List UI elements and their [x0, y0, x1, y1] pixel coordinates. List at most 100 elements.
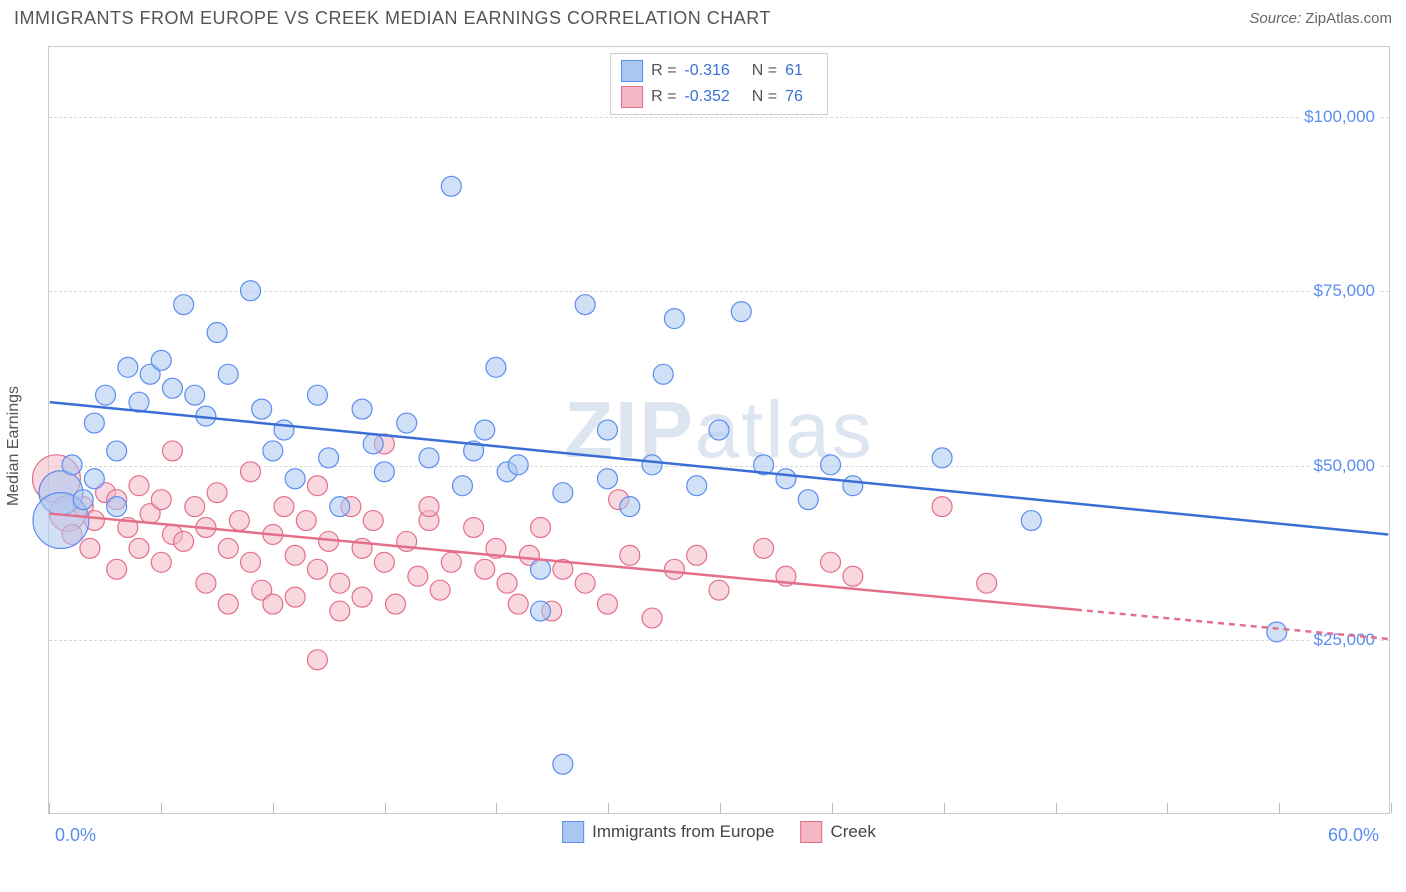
data-point: [151, 350, 171, 370]
data-point: [475, 559, 495, 579]
data-point: [798, 490, 818, 510]
data-point: [352, 587, 372, 607]
legend-swatch-1: [621, 86, 643, 108]
data-point: [285, 469, 305, 489]
data-point: [642, 455, 662, 475]
data-point: [597, 594, 617, 614]
data-point: [96, 385, 116, 405]
data-point: [107, 441, 127, 461]
data-point: [185, 385, 205, 405]
data-point: [843, 476, 863, 496]
data-point: [754, 538, 774, 558]
data-point: [151, 490, 171, 510]
data-point: [252, 399, 272, 419]
data-point: [319, 448, 339, 468]
data-point: [731, 302, 751, 322]
data-point: [977, 573, 997, 593]
data-point: [486, 357, 506, 377]
data-point: [531, 559, 551, 579]
data-point: [776, 469, 796, 489]
data-point: [653, 364, 673, 384]
data-point: [575, 573, 595, 593]
data-point: [597, 469, 617, 489]
data-point: [263, 594, 283, 614]
data-point: [107, 497, 127, 517]
data-point: [207, 323, 227, 343]
data-point: [452, 476, 472, 496]
data-point: [241, 281, 261, 301]
data-point: [508, 455, 528, 475]
data-point: [218, 364, 238, 384]
legend-bottom-swatch-0: [562, 821, 584, 843]
trend-line-dashed: [1076, 610, 1388, 639]
data-point: [575, 295, 595, 315]
data-point: [709, 420, 729, 440]
data-point: [664, 309, 684, 329]
data-point: [497, 573, 517, 593]
x-axis-max-label: 60.0%: [1328, 825, 1379, 846]
data-point: [241, 552, 261, 572]
data-point: [285, 545, 305, 565]
data-point: [821, 455, 841, 475]
trend-line: [50, 514, 1076, 610]
y-axis-label: Median Earnings: [5, 386, 23, 506]
legend-stats: R = -0.316 N = 61 R = -0.352 N = 76: [610, 53, 828, 115]
data-point: [508, 594, 528, 614]
data-point: [553, 483, 573, 503]
data-point: [307, 559, 327, 579]
r-label: R =: [651, 88, 676, 106]
data-point: [664, 559, 684, 579]
data-point: [330, 601, 350, 621]
legend-stats-row-0: R = -0.316 N = 61: [621, 58, 817, 84]
data-point: [1267, 622, 1287, 642]
n-value-0: 61: [785, 62, 803, 80]
data-point: [464, 518, 484, 538]
data-point: [709, 580, 729, 600]
data-point: [1021, 511, 1041, 531]
data-point: [174, 531, 194, 551]
data-point: [687, 476, 707, 496]
data-point: [162, 441, 182, 461]
data-point: [62, 455, 82, 475]
data-point: [821, 552, 841, 572]
data-point: [218, 594, 238, 614]
legend-stats-row-1: R = -0.352 N = 76: [621, 84, 817, 110]
data-point: [330, 497, 350, 517]
data-point: [330, 573, 350, 593]
data-point: [307, 385, 327, 405]
data-point: [274, 420, 294, 440]
data-point: [363, 434, 383, 454]
data-point: [374, 462, 394, 482]
data-point: [932, 497, 952, 517]
n-label: N =: [752, 88, 777, 106]
data-point: [185, 497, 205, 517]
legend-swatch-0: [621, 60, 643, 82]
data-point: [285, 587, 305, 607]
data-point: [229, 511, 249, 531]
data-point: [274, 497, 294, 517]
data-point: [307, 476, 327, 496]
legend-item-1: Creek: [800, 821, 875, 843]
data-point: [129, 476, 149, 496]
data-point: [419, 497, 439, 517]
data-point: [363, 511, 383, 531]
data-point: [843, 566, 863, 586]
data-point: [196, 573, 216, 593]
legend-bottom: Immigrants from Europe Creek: [562, 821, 876, 843]
header: IMMIGRANTS FROM EUROPE VS CREEK MEDIAN E…: [0, 0, 1406, 39]
data-point: [642, 608, 662, 628]
data-point: [932, 448, 952, 468]
source: Source: ZipAtlas.com: [1249, 10, 1392, 27]
source-value: ZipAtlas.com: [1305, 10, 1392, 27]
data-point: [84, 413, 104, 433]
data-point: [151, 552, 171, 572]
legend-bottom-label-1: Creek: [830, 822, 875, 842]
data-point: [218, 538, 238, 558]
legend-bottom-swatch-1: [800, 821, 822, 843]
x-tick: [1391, 803, 1392, 813]
data-point: [687, 545, 707, 565]
data-point: [408, 566, 428, 586]
data-point: [531, 518, 551, 538]
n-label: N =: [752, 62, 777, 80]
data-point: [441, 176, 461, 196]
